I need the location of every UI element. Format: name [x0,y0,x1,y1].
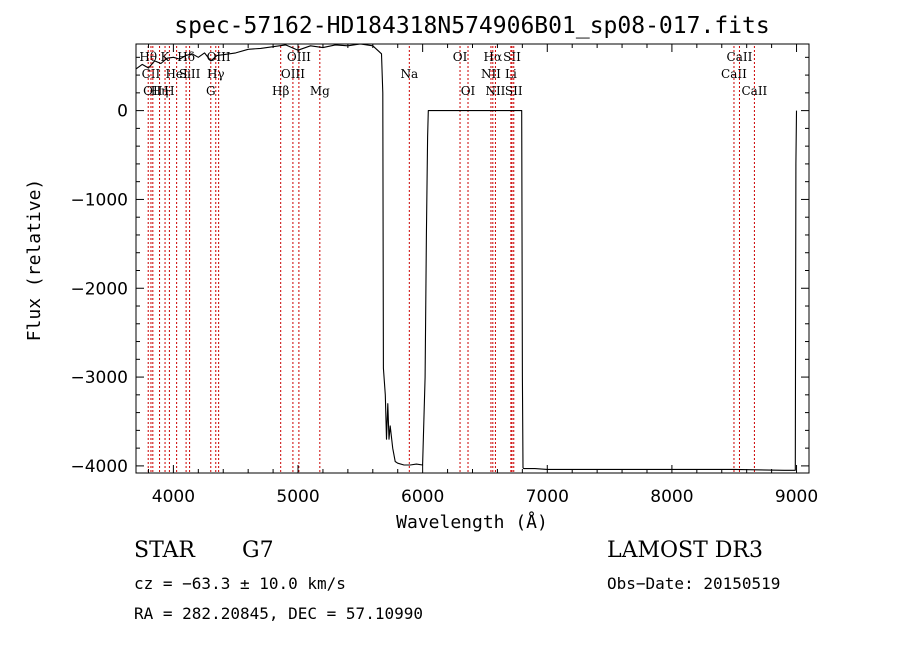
y-axis-label: Flux (relative) [24,179,45,342]
spectral-line-label: CII [142,67,161,81]
survey-name: LAMOST DR3 [607,538,763,563]
spectral-line-label: Hδ [177,50,195,64]
x-tick-label: 5000 [276,487,319,507]
spectral-line-label: NII [485,84,505,98]
x-axis-label: Wavelength (Å) [396,511,548,533]
spectral-line-label: H [164,84,174,98]
spectral-line-label: HeI [165,67,188,81]
spectral-line-label: Hα [484,50,503,64]
spectral-line-label: CaII [721,67,747,81]
spectral-line-label: Hθ [139,50,157,64]
spectrum-series [135,43,798,471]
spectral-line-label: Li [505,67,517,81]
x-tick-label: 4000 [152,487,195,507]
y-tick-label: −4000 [70,457,128,477]
spectral-line-label: Mg [310,84,330,98]
spectrum-line [135,43,798,471]
x-tick-label: 6000 [401,487,444,507]
spectral-line-label: NII [481,67,501,81]
spectral-line-label: K [161,50,171,64]
y-tick-label: −1000 [70,190,128,210]
object-subclass: G7 [242,538,274,563]
y-tick-label: −2000 [70,279,128,299]
spectral-line-label: OIII [281,67,305,81]
x-axis: 4000 5000 6000 7000 8000 9000 [147,44,818,507]
spectral-line-label: OI [461,84,476,98]
chart-title: spec-57162-HD184318N574906B01_sp08-017.f… [174,13,769,39]
spectral-line-label: SII [503,50,521,64]
object-type: STAR [134,538,195,563]
spectral-line-label: OII [143,84,163,98]
x-tick-label: 8000 [650,487,693,507]
spectral-line-label: OI [453,50,468,64]
spectral-line-label: Hγ [207,67,225,81]
spectral-line-label: CaII [727,50,753,64]
y-tick-label: 0 [117,102,128,122]
plot-frame [135,43,810,474]
spectral-line-label: SII [505,84,523,98]
spectral-line-label: SiII [179,67,201,81]
spectral-line-label: CaII [741,84,767,98]
spectral-line-label: OIII [287,50,311,64]
x-tick-label: 7000 [526,487,569,507]
observation-date: Obs−Date: 20150519 [607,574,781,593]
y-axis: 0 −1000 −2000 −3000 −4000 [70,56,809,477]
spectral-line-label: OIII [207,50,231,64]
coordinates: RA = 282.20845, DEC = 57.10990 [134,604,423,623]
spectral-line-label: Na [400,67,418,81]
x-tick-label: 9000 [775,487,818,507]
spectral-line-label: Hη [151,84,169,98]
y-tick-label: −3000 [70,368,128,388]
redshift-value: cz = −63.3 ± 10.0 km/s [134,574,346,593]
spectral-line-label: G [206,84,216,98]
spectral-line-label: Hβ [272,84,289,98]
